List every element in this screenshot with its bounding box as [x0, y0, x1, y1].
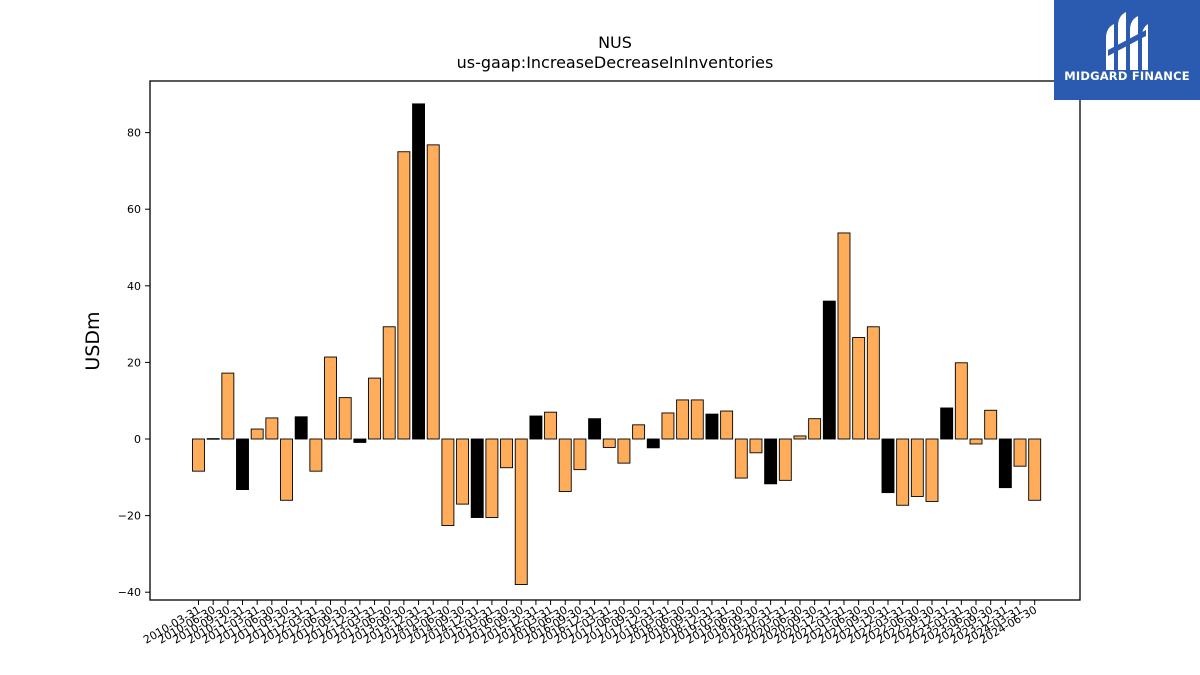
- bar-2019-09-30: [749, 438, 763, 454]
- bar-2020-06-30: [793, 435, 807, 440]
- bar-2014-12-31: [470, 438, 484, 518]
- x-axis-ticks: 2010-03-312010-06-302010-09-302010-12-31…: [141, 600, 1039, 647]
- bar-2012-03-31: [309, 438, 323, 472]
- bar-2023-03-31: [954, 362, 968, 440]
- bar-2019-06-30: [734, 438, 748, 479]
- y-tick-label: 40: [127, 280, 141, 293]
- bar-2011-03-31: [250, 428, 264, 440]
- y-axis-label: USDm: [82, 311, 104, 370]
- bar-2015-03-31: [485, 438, 499, 518]
- midgard-logo-icon: [1106, 12, 1148, 70]
- plot-frame: [149, 80, 1081, 601]
- bar-2014-09-30: [456, 438, 470, 505]
- y-tick-label: 0: [134, 433, 141, 446]
- bar-2013-06-30: [382, 326, 396, 440]
- bar-2022-06-30: [910, 438, 924, 497]
- y-tick-label: −40: [118, 586, 141, 599]
- bar-2010-06-30: [206, 438, 220, 440]
- bar-2017-09-30: [632, 424, 646, 440]
- bar-2020-03-31: [778, 438, 792, 481]
- bar-2010-03-31: [192, 438, 205, 472]
- chart-subtitle: us-gaap:IncreaseDecreaseInInventories: [457, 53, 774, 72]
- bar-2018-03-31: [661, 412, 675, 440]
- bar-2015-06-30: [500, 438, 514, 469]
- bar-2024-06-30: [1028, 438, 1042, 501]
- bar-2019-03-31: [720, 410, 734, 440]
- bar-2010-09-30: [221, 372, 235, 440]
- bar-2011-12-31: [294, 416, 308, 440]
- bar-2017-12-31: [646, 438, 660, 449]
- bar-2015-09-30: [514, 438, 528, 585]
- bar-2015-12-31: [529, 415, 543, 440]
- y-tick-label: 20: [127, 356, 141, 369]
- chart-title: NUS: [598, 33, 632, 52]
- bar-2012-09-30: [338, 397, 352, 440]
- bar-2021-12-31: [881, 438, 895, 494]
- bar-2013-03-31: [368, 377, 381, 440]
- logo-text: MIDGARD FINANCE: [1064, 69, 1190, 83]
- bar-2013-09-30: [397, 151, 411, 440]
- bar-2013-12-31: [412, 103, 425, 440]
- bar-2020-09-30: [808, 418, 822, 440]
- bar-2021-09-30: [866, 326, 880, 440]
- bar-2014-06-30: [441, 438, 455, 527]
- bar-2022-12-31: [940, 407, 954, 440]
- bar-2020-12-31: [822, 300, 836, 440]
- bar-2011-09-30: [280, 438, 293, 501]
- bar-2023-12-31: [998, 438, 1012, 489]
- midgard-finance-logo: MIDGARD FINANCE: [1054, 0, 1200, 100]
- bar-2016-06-30: [558, 438, 572, 492]
- bar-2012-12-31: [353, 438, 367, 443]
- y-tick-label: −20: [118, 510, 141, 523]
- bar-2017-03-31: [602, 438, 616, 448]
- bar-2018-06-30: [676, 399, 690, 440]
- y-axis-ticks: −40 −20 0 20 40 60 80: [118, 127, 150, 599]
- y-tick-label: 80: [127, 127, 141, 140]
- bar-2018-09-30: [690, 399, 704, 440]
- bar-2021-06-30: [852, 337, 866, 440]
- bar-2010-12-31: [236, 438, 249, 491]
- bar-2018-12-31: [705, 413, 719, 440]
- bar-2019-12-31: [764, 438, 778, 485]
- bar-2014-03-31: [426, 144, 440, 440]
- bar-2024-03-31: [1013, 438, 1027, 467]
- bar-2021-03-31: [837, 232, 851, 440]
- bars-group: [192, 103, 1042, 585]
- bar-2023-06-30: [969, 438, 983, 445]
- bar-2016-09-30: [573, 438, 587, 471]
- bar-2011-06-30: [265, 417, 279, 440]
- bar-2016-03-31: [544, 411, 558, 440]
- bar-2016-12-31: [588, 418, 602, 440]
- bar-2022-09-30: [925, 438, 939, 502]
- y-tick-label: 60: [127, 203, 141, 216]
- bar-2023-09-30: [984, 409, 998, 440]
- bar-2012-06-30: [324, 356, 337, 440]
- bar-2022-03-31: [896, 438, 910, 506]
- bar-2017-06-30: [617, 438, 631, 464]
